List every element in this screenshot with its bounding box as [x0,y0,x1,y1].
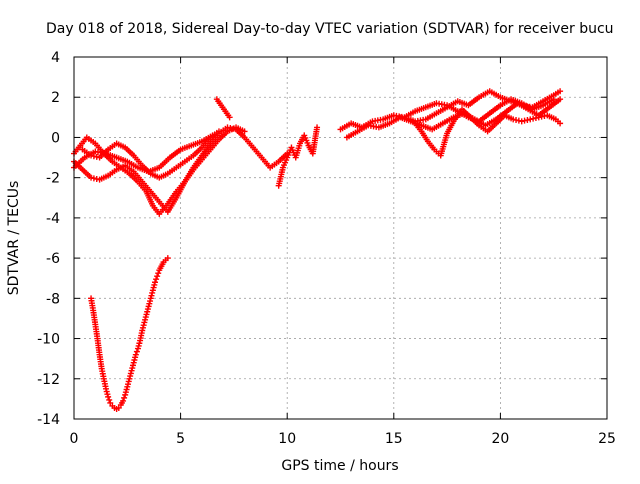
x-tick-label: 10 [278,431,296,447]
x-axis-label: GPS time / hours [281,458,398,474]
data-point [557,120,564,127]
series-arc-high-4 [79,128,222,181]
series-arc-midday [275,124,321,189]
y-tick-label: -14 [37,412,60,428]
data-point-interp [155,270,162,277]
data-point [314,124,321,131]
y-tick-label: -12 [37,372,60,388]
data-point [241,128,248,135]
y-tick-label: -2 [46,171,60,187]
data-point [132,351,139,358]
y-axis-label: SDTVAR / TECUs [6,181,22,296]
data-point-interp [153,276,160,283]
x-tick-label: 0 [70,431,79,447]
data-point [107,399,114,406]
grid-lines [74,57,607,419]
data-point [226,114,233,121]
y-tick-label: -6 [46,251,60,267]
y-tick-label: 2 [51,90,60,106]
data-point [105,393,112,400]
data-point-interp [121,394,128,401]
x-tick-labels: 0 5 10 15 20 25 [70,431,616,447]
x-tick-label: 5 [176,431,185,447]
data-point [154,273,161,280]
chart-title: Day 018 of 2018, Sidereal Day-to-day VTE… [46,21,614,37]
series-arc-afternoon-3 [412,106,564,159]
y-tick-label: 4 [51,50,60,66]
x-tick-label: 15 [385,431,403,447]
tick-marks [73,56,608,420]
data-points [71,88,564,412]
y-tick-label: -4 [46,211,60,227]
data-point [120,397,127,404]
plot-frame [73,56,608,420]
data-point [115,404,122,411]
y-tick-label: -10 [37,332,60,348]
series-arc-high-2 [71,124,248,215]
data-point [550,96,557,103]
y-tick-label: 0 [51,130,60,146]
data-point [215,128,222,135]
y-tick-labels: -14 -12 -10 -8 -6 -4 -2 0 2 4 [37,50,60,428]
data-point-interp [133,348,140,355]
x-tick-label: 25 [598,431,616,447]
data-point-interp [106,396,113,403]
x-tick-label: 20 [491,431,509,447]
data-point [557,88,564,95]
series-arc-afternoon-4 [401,96,557,125]
data-point [164,255,171,262]
data-point [557,96,564,103]
series-arc-low [88,255,171,412]
data-point [152,279,159,286]
series-arc-short-7h [213,96,233,121]
y-tick-label: -8 [46,291,60,307]
